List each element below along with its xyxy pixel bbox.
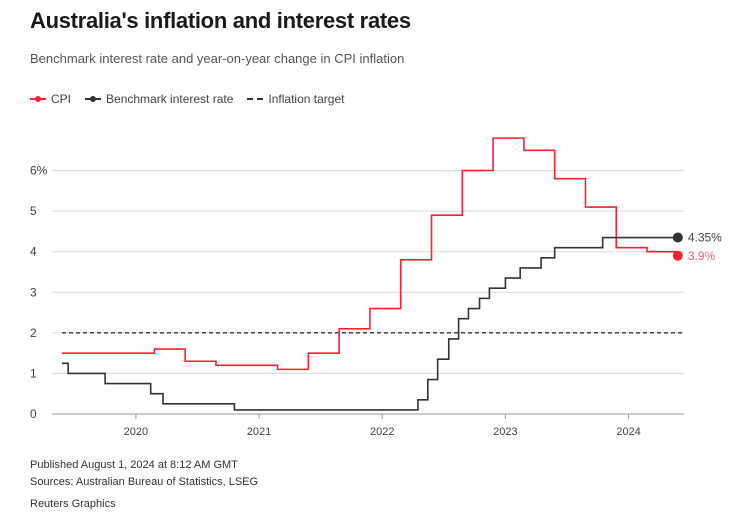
y-tick-label: 3: [30, 285, 37, 299]
legend-item-target: Inflation target: [247, 92, 344, 106]
label-layer: 3.9% 4.35%: [672, 231, 722, 263]
y-tick-label: 6%: [30, 164, 48, 178]
cpi-end-label: 3.9%: [688, 249, 716, 263]
rate-end-point: [672, 232, 683, 243]
target-swatch-icon: [247, 94, 264, 104]
cpi-end-point: [672, 250, 683, 261]
chart-title: Australia's inflation and interest rates: [30, 8, 411, 33]
rate-series-line: [62, 236, 678, 411]
credit-note: Reuters Graphics: [30, 498, 116, 510]
legend-item-rate: Benchmark interest rate: [85, 92, 233, 106]
cpi-series-line: [62, 137, 679, 371]
grid-layer: [52, 170, 684, 415]
rate-swatch-icon: [85, 94, 102, 104]
x-tick-label: 2023: [493, 426, 517, 438]
y-tick-label: 1: [30, 366, 37, 380]
y-tick-label: 5: [30, 204, 37, 218]
sources-note: Sources: Australian Bureau of Statistics…: [30, 476, 259, 488]
legend-label-target: Inflation target: [268, 92, 345, 106]
x-tick-label: 2024: [616, 426, 640, 438]
x-tick-label: 2022: [370, 426, 394, 438]
series-layer: [62, 137, 684, 411]
chart-subtitle: Benchmark interest rate and year-on-year…: [30, 51, 405, 66]
x-tick-label: 2021: [247, 426, 271, 438]
cpi-swatch-icon: [30, 94, 46, 104]
y-tick-label: 4: [30, 245, 37, 259]
legend-label-cpi: CPI: [51, 92, 72, 106]
published-note: Published August 1, 2024 at 8:12 AM GMT: [30, 459, 238, 471]
y-tick-label: 0: [30, 407, 37, 421]
line-chart: 0 1 2 3 4 5 6% 2020 2021 2022 2023 2024 3.9% 4.35%: [30, 137, 722, 438]
legend-label-rate: Benchmark interest rate: [106, 92, 234, 106]
axis-layer: 0 1 2 3 4 5 6% 2020 2021 2022 2023 2024: [30, 164, 641, 438]
rate-end-label: 4.35%: [688, 231, 722, 245]
chart-legend: CPI Benchmark interest rate Inflation ta…: [30, 92, 358, 106]
y-tick-label: 2: [30, 326, 37, 340]
x-tick-label: 2020: [124, 426, 148, 438]
legend-item-cpi: CPI: [30, 92, 71, 106]
